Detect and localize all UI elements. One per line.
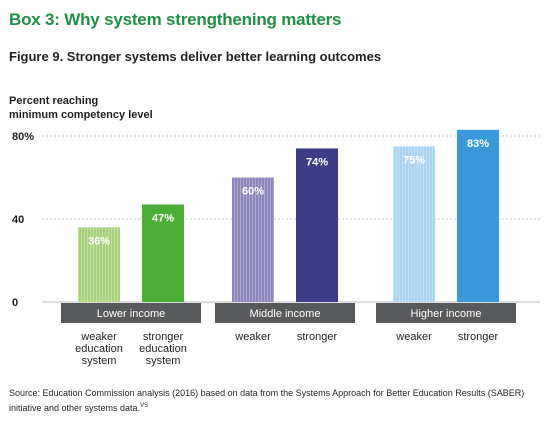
category-label: education: [75, 343, 123, 355]
bar-value-label: 75%: [403, 154, 425, 166]
group-label: Higher income: [411, 308, 482, 320]
y-tick-label: 40: [12, 214, 24, 226]
box-title: Box 3: Why system strengthening matters: [9, 10, 342, 29]
y-tick-label: 0: [12, 297, 18, 309]
category-label: weaker: [80, 331, 117, 343]
category-label: system: [82, 355, 117, 367]
figure-title: Figure 9. Stronger systems deliver bette…: [9, 49, 382, 64]
y-axis-title-line-2: minimum competency level: [9, 109, 153, 121]
y-axis-title: Percent reaching minimum competency leve…: [9, 94, 153, 122]
category-label: weaker: [395, 331, 432, 343]
category-label: stronger: [458, 331, 499, 343]
source-text: Source: Education Commission analysis (2…: [9, 388, 525, 413]
bar-hatch: [232, 177, 274, 302]
category-label: system: [146, 355, 181, 367]
bar: [296, 148, 338, 302]
bar-hatch: [393, 146, 435, 302]
group-band: [61, 303, 201, 323]
y-tick-label: 80%: [12, 131, 34, 143]
bar-value-label: 36%: [88, 235, 110, 247]
category-label: stronger: [143, 331, 184, 343]
bar-hatch: [78, 227, 120, 302]
category-label: education: [139, 343, 187, 355]
bar-value-label: 60%: [242, 186, 264, 198]
source-note: Source: Education Commission analysis (2…: [9, 387, 539, 415]
bar-value-label: 83%: [467, 138, 489, 150]
category-label: stronger: [297, 331, 338, 343]
bar: [457, 129, 499, 302]
bar: [142, 204, 184, 302]
group-band: [376, 303, 516, 323]
group-label: Middle income: [250, 308, 321, 320]
source-superscript: VS: [140, 403, 149, 409]
y-axis-title-line-1: Percent reaching: [9, 95, 99, 107]
category-label: weaker: [234, 331, 271, 343]
bar-value-label: 74%: [306, 156, 328, 168]
group-band: [215, 303, 355, 323]
label-layer: 04080%36%weakereducationsystem47%stronge…: [12, 131, 499, 367]
bar-chart: 04080%36%weakereducationsystem47%stronge…: [12, 129, 540, 367]
bar-layer: [61, 129, 516, 323]
bar-value-label: 47%: [152, 212, 174, 224]
group-label: Lower income: [97, 308, 165, 320]
